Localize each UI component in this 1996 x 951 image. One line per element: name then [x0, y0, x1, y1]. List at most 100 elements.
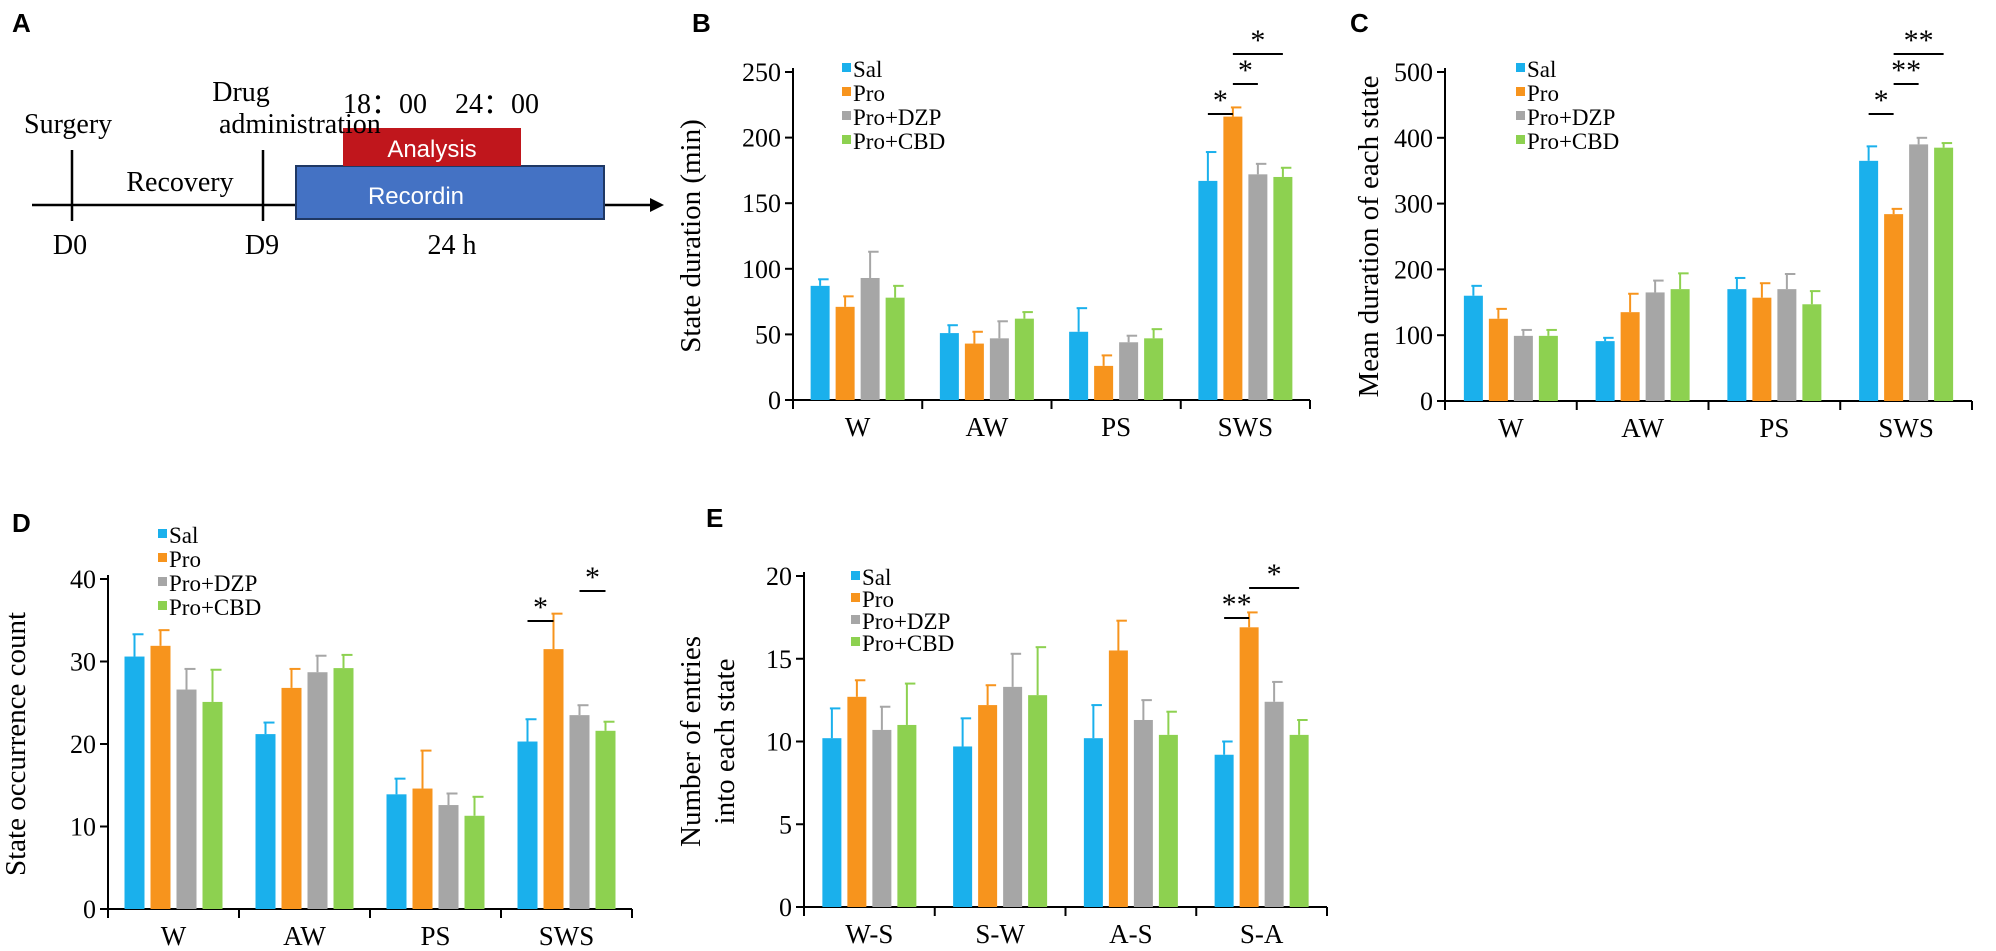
bar-sal — [386, 794, 407, 909]
bar-sal — [1727, 289, 1747, 401]
category-label: A-S — [1109, 919, 1153, 949]
category-label: AW — [1621, 413, 1664, 443]
legend-swatch — [851, 571, 860, 580]
bar-pro-cbd — [333, 668, 354, 909]
bar-sal — [1069, 331, 1089, 400]
bar-pro-dzp — [1264, 701, 1284, 907]
bar-pro-cbd — [1028, 695, 1048, 907]
bar-sal — [953, 746, 973, 907]
category-label: SWS — [1218, 412, 1274, 442]
bar-sal — [822, 738, 842, 907]
bar-sal — [255, 734, 276, 909]
y-tick-label: 20 — [766, 562, 792, 591]
bar-pro — [978, 705, 998, 907]
legend-label: Sal — [862, 565, 891, 590]
bar-pro — [1752, 297, 1772, 401]
significance-marker: ** — [1222, 588, 1252, 621]
legend-label: Pro+DZP — [853, 105, 941, 130]
y-tick-label: 20 — [70, 730, 96, 759]
legend-swatch — [158, 577, 167, 586]
legend-swatch — [851, 637, 860, 646]
bar-pro-dzp — [1119, 342, 1139, 400]
significance-marker: * — [1250, 24, 1265, 57]
bar-pro — [1094, 365, 1114, 400]
panel-letter-a: A — [12, 8, 31, 38]
category-label: S-W — [975, 919, 1025, 949]
legend-swatch — [158, 601, 167, 610]
category-label: AW — [965, 412, 1008, 442]
bar-pro-cbd — [595, 730, 616, 909]
bar-pro — [835, 306, 855, 400]
panel-letter-d: D — [12, 508, 31, 538]
bar-pro-dzp — [1003, 686, 1023, 907]
bar-sal — [517, 741, 538, 909]
bar-pro-cbd — [1273, 176, 1293, 400]
y-axis-label: State occurrence count — [0, 612, 32, 876]
bar-sal — [939, 333, 959, 400]
bar-pro-dzp — [1513, 335, 1533, 401]
bar-pro-dzp — [1248, 174, 1268, 400]
bar-pro-dzp — [989, 338, 1009, 400]
bar-pro — [543, 649, 564, 909]
legend-label: Sal — [853, 57, 882, 82]
bar-pro — [1884, 214, 1904, 401]
bar-pro-cbd — [897, 724, 917, 907]
legend-swatch — [1516, 111, 1525, 120]
bar-pro-dzp — [176, 689, 197, 909]
y-tick-label: 0 — [779, 893, 792, 922]
bar-pro-dzp — [569, 715, 590, 909]
y-axis-label: State duration (min) — [675, 119, 707, 353]
panel-letter-e: E — [706, 503, 724, 533]
y-tick-label: 15 — [766, 645, 792, 674]
y-tick-label: 300 — [1394, 190, 1433, 219]
y-tick-label: 250 — [742, 58, 781, 87]
category-label: PS — [1759, 413, 1789, 443]
y-axis-label: into each state — [709, 659, 741, 825]
bar-sal — [1083, 738, 1103, 907]
legend-swatch — [851, 593, 860, 602]
y-tick-label: 30 — [70, 648, 96, 677]
bar-pro-cbd — [202, 701, 223, 909]
bar-pro-cbd — [1289, 734, 1309, 907]
y-tick-label: 0 — [1420, 387, 1433, 416]
y-axis-label: Mean duration of each state — [1353, 75, 1385, 397]
bar-pro-cbd — [464, 815, 485, 909]
legend-swatch — [1516, 87, 1525, 96]
bar-pro-cbd — [1144, 338, 1164, 400]
significance-marker: * — [1874, 84, 1889, 117]
legend-label: Pro+CBD — [169, 595, 261, 620]
bar-pro-dzp — [1133, 719, 1153, 907]
bar-sal — [124, 656, 145, 909]
bar-sal — [1214, 754, 1234, 907]
legend-label: Pro — [862, 587, 894, 612]
y-tick-label: 0 — [83, 895, 96, 924]
legend-swatch — [842, 111, 851, 120]
y-tick-label: 200 — [1394, 255, 1433, 284]
bar-pro-dzp — [1777, 289, 1797, 401]
significance-marker: ** — [1891, 54, 1921, 87]
bar-pro-cbd — [1538, 335, 1558, 401]
y-tick-label: 100 — [742, 255, 781, 284]
y-tick-label: 50 — [755, 320, 781, 349]
legend-swatch — [158, 529, 167, 538]
legend-swatch — [158, 553, 167, 562]
panel-letter-b: B — [692, 8, 711, 38]
bar-pro — [1223, 116, 1243, 400]
bar-sal — [810, 285, 830, 400]
legend-swatch — [842, 135, 851, 144]
bar-pro-dzp — [438, 805, 459, 909]
significance-marker: * — [1267, 558, 1282, 591]
y-axis-label: Number of entries — [675, 636, 707, 847]
significance-marker: ** — [1904, 24, 1934, 57]
y-tick-label: 10 — [70, 813, 96, 842]
bar-pro — [1488, 318, 1508, 401]
significance-marker: * — [533, 591, 548, 624]
bar-pro-dzp — [1645, 292, 1665, 401]
bar-pro-cbd — [1014, 318, 1034, 400]
legend-label: Pro+DZP — [169, 571, 257, 596]
legend-label: Sal — [169, 523, 198, 548]
bar-pro — [964, 343, 984, 400]
